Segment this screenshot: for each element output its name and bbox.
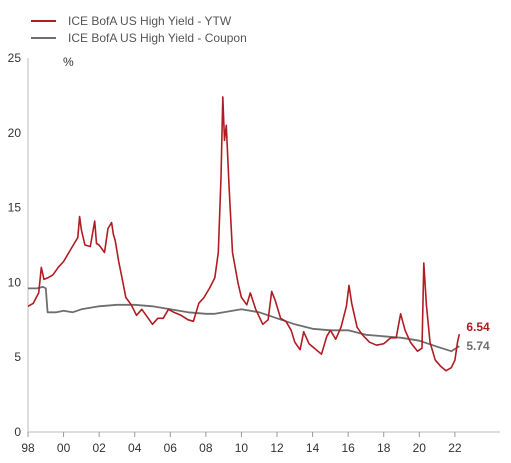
y-tick-label: 10 (8, 275, 22, 289)
x-tick-label: 06 (164, 441, 178, 455)
x-ticks: 98 00 02 04 06 08 10 12 14 16 18 20 22 (21, 432, 462, 455)
x-tick-label: 22 (448, 441, 462, 455)
y-tick-label: 20 (8, 126, 22, 140)
x-tick-label: 16 (341, 441, 355, 455)
y-tick-label: 0 (14, 425, 21, 439)
y-tick-label: 25 (8, 51, 22, 65)
legend: ICE BofA US High Yield - YTW ICE BofA US… (31, 14, 247, 45)
end-label-coupon: 5.74 (466, 339, 490, 353)
x-tick-label: 18 (377, 441, 391, 455)
x-tick-label: 02 (92, 441, 106, 455)
legend-label-ytw: ICE BofA US High Yield - YTW (68, 14, 232, 28)
x-tick-label: 14 (306, 441, 320, 455)
x-tick-label: 08 (199, 441, 213, 455)
y-tick-label: 15 (8, 201, 22, 215)
y-ticks: 0 5 10 15 20 25 (8, 51, 22, 439)
legend-label-coupon: ICE BofA US High Yield - Coupon (68, 31, 247, 45)
y-unit-label: % (63, 55, 74, 69)
series-line-coupon (28, 286, 460, 353)
x-tick-label: 12 (270, 441, 284, 455)
x-tick-label: 20 (413, 441, 427, 455)
series-line-ytw (27, 96, 461, 372)
x-tick-label: 04 (128, 441, 142, 455)
x-tick-label: 00 (57, 441, 71, 455)
end-labels: 5.74 6.54 (466, 320, 490, 353)
y-tick-label: 5 (14, 350, 21, 364)
series-lines (27, 96, 461, 372)
x-tick-label: 98 (21, 441, 35, 455)
end-label-ytw: 6.54 (466, 320, 490, 334)
x-tick-label: 10 (235, 441, 249, 455)
